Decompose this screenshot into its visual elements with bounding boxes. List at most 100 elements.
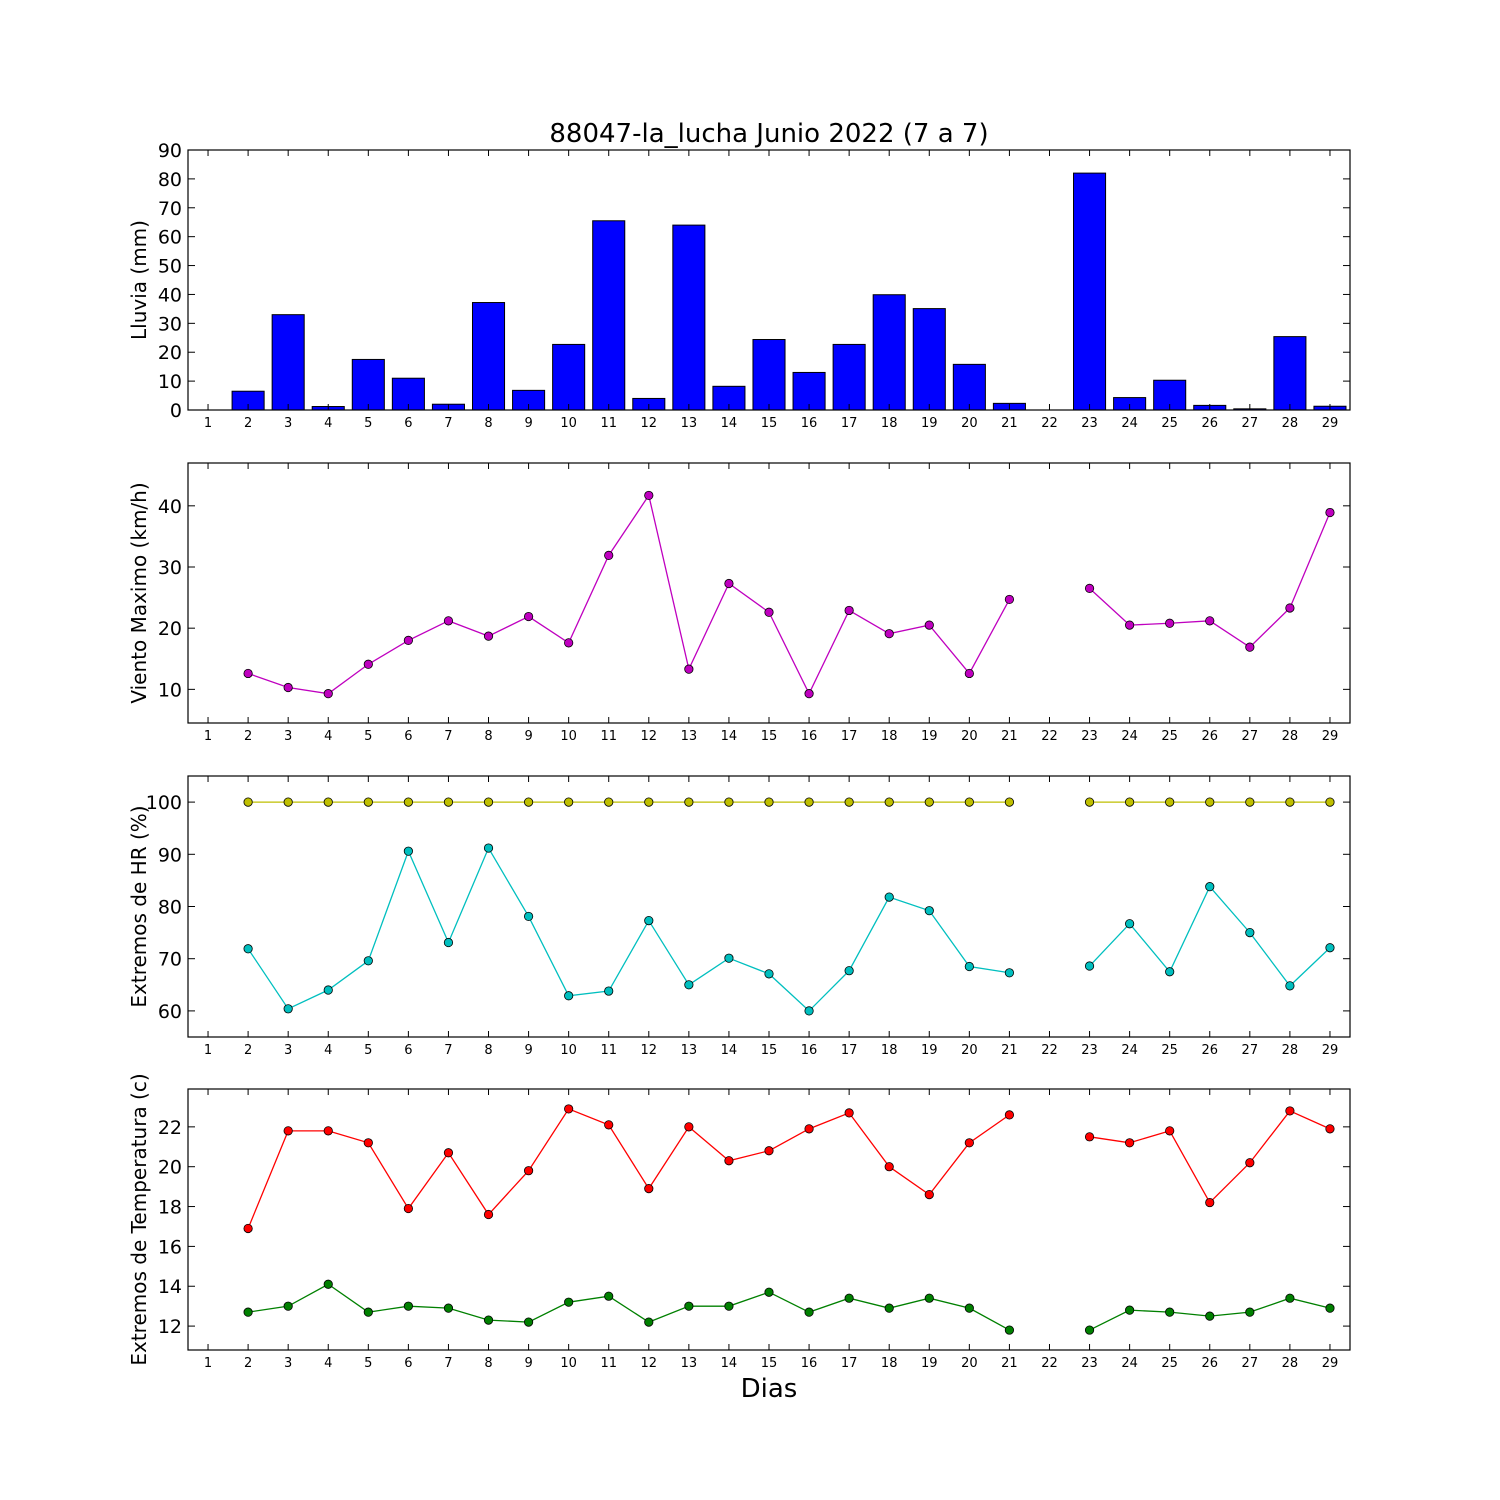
x-tick-label: 8 [484, 729, 492, 744]
x-tick-label: 1 [204, 729, 212, 744]
x-tick-label: 18 [881, 1356, 898, 1371]
data-point [363, 956, 373, 966]
data-point [483, 631, 494, 641]
x-tick-label: 19 [921, 416, 938, 431]
series-line [1089, 1110, 1331, 1204]
x-tick-label: 2 [244, 729, 252, 744]
x-tick-label: 9 [524, 416, 532, 431]
data-point [644, 1317, 654, 1327]
data-point [1004, 1110, 1015, 1120]
x-tick-label: 19 [921, 729, 938, 744]
data-point [1245, 1307, 1255, 1317]
x-tick-label: 5 [364, 416, 372, 431]
data-point [1245, 927, 1255, 938]
data-point [403, 797, 413, 807]
y-tick-label: 90 [158, 140, 182, 162]
x-tick-label: 1 [204, 1356, 212, 1371]
x-tick-label: 26 [1201, 1356, 1218, 1371]
wind-panel: 1 2 3 4 5 6 7 8 9 10 11 12 13 14 15 16 17 18 19 20 21 22 23 24 2… [127, 462, 1351, 744]
data-point [1285, 1293, 1295, 1303]
data-point [323, 1279, 333, 1289]
x-tick-label: 16 [801, 729, 818, 744]
data-point [564, 797, 574, 807]
rain-bar [952, 363, 986, 411]
data-point [604, 550, 614, 560]
x-tick-label: 23 [1081, 1043, 1098, 1058]
data-point [243, 1307, 253, 1317]
data-point [1084, 797, 1095, 807]
x-tick-label: 20 [961, 1043, 978, 1058]
x-tick-label: 16 [801, 416, 818, 431]
data-point [884, 629, 894, 639]
x-tick-label: 6 [404, 1043, 412, 1058]
plot-frame [187, 775, 1351, 1038]
data-point [684, 797, 694, 807]
data-point [604, 1291, 614, 1301]
data-point [1325, 507, 1335, 518]
data-point [483, 797, 494, 807]
data-point [1325, 1303, 1335, 1313]
x-tick-label: 7 [444, 729, 452, 744]
data-point [644, 1184, 654, 1194]
data-point [684, 1122, 694, 1132]
x-tick-label: 10 [560, 1356, 577, 1371]
data-point [844, 1293, 854, 1303]
data-point [283, 1301, 293, 1311]
x-tick-label: 8 [484, 416, 492, 431]
x-tick-label: 24 [1121, 416, 1138, 431]
y-tick-label: 60 [158, 1001, 182, 1023]
x-tick-label: 23 [1081, 1356, 1098, 1371]
data-point [403, 1301, 413, 1311]
x-tick-label: 27 [1242, 416, 1259, 431]
x-tick-label: 15 [761, 416, 778, 431]
data-point [964, 797, 974, 807]
data-point [564, 1104, 574, 1114]
x-tick-label: 11 [600, 1356, 617, 1371]
data-point [1125, 1138, 1135, 1148]
y-tick-label: 70 [158, 949, 182, 971]
y-tick-label: 70 [158, 198, 182, 220]
y-tick-label: 40 [158, 284, 182, 306]
y-tick-label: 22 [158, 1117, 182, 1139]
x-tick-label: 26 [1201, 729, 1218, 744]
data-point [1084, 583, 1095, 594]
data-point [564, 1297, 574, 1307]
x-tick-label: 21 [1001, 729, 1018, 744]
x-tick-label: 4 [324, 729, 332, 744]
x-tick-label: 29 [1322, 416, 1339, 431]
x-tick-label: 15 [761, 1356, 778, 1371]
data-point [1245, 797, 1255, 807]
data-point [403, 1203, 413, 1214]
data-point [684, 980, 694, 990]
x-tick-label: 7 [444, 1356, 452, 1371]
series-1 [243, 797, 1335, 807]
rain-bar [912, 308, 946, 411]
x-tick-label: 21 [1001, 416, 1018, 431]
data-point [804, 689, 814, 699]
data-point [483, 1315, 494, 1325]
data-point [1125, 620, 1135, 630]
x-tick-label: 5 [364, 729, 372, 744]
data-point [764, 607, 774, 617]
data-point [564, 638, 574, 648]
data-point [483, 1209, 494, 1220]
y-tick-label: 30 [158, 313, 182, 335]
x-tick-label: 25 [1161, 1043, 1178, 1058]
x-tick-label: 2 [244, 1356, 252, 1371]
rain-bar [832, 343, 866, 411]
series-line [1089, 885, 1331, 987]
data-point [1205, 882, 1215, 892]
data-point [323, 689, 333, 699]
data-point [1004, 1325, 1015, 1335]
data-point [243, 1223, 253, 1234]
y-axis-label: Extremos de Temperatura (c) [127, 1073, 151, 1365]
data-point [363, 1307, 373, 1317]
data-point [724, 797, 734, 807]
series-1 [243, 490, 1335, 699]
x-tick-label: 14 [721, 416, 738, 431]
x-tick-label: 20 [961, 729, 978, 744]
plot-frame [187, 1088, 1351, 1351]
series-line [248, 1283, 1010, 1331]
x-tick-label: 11 [600, 1043, 617, 1058]
data-point [964, 1138, 974, 1148]
